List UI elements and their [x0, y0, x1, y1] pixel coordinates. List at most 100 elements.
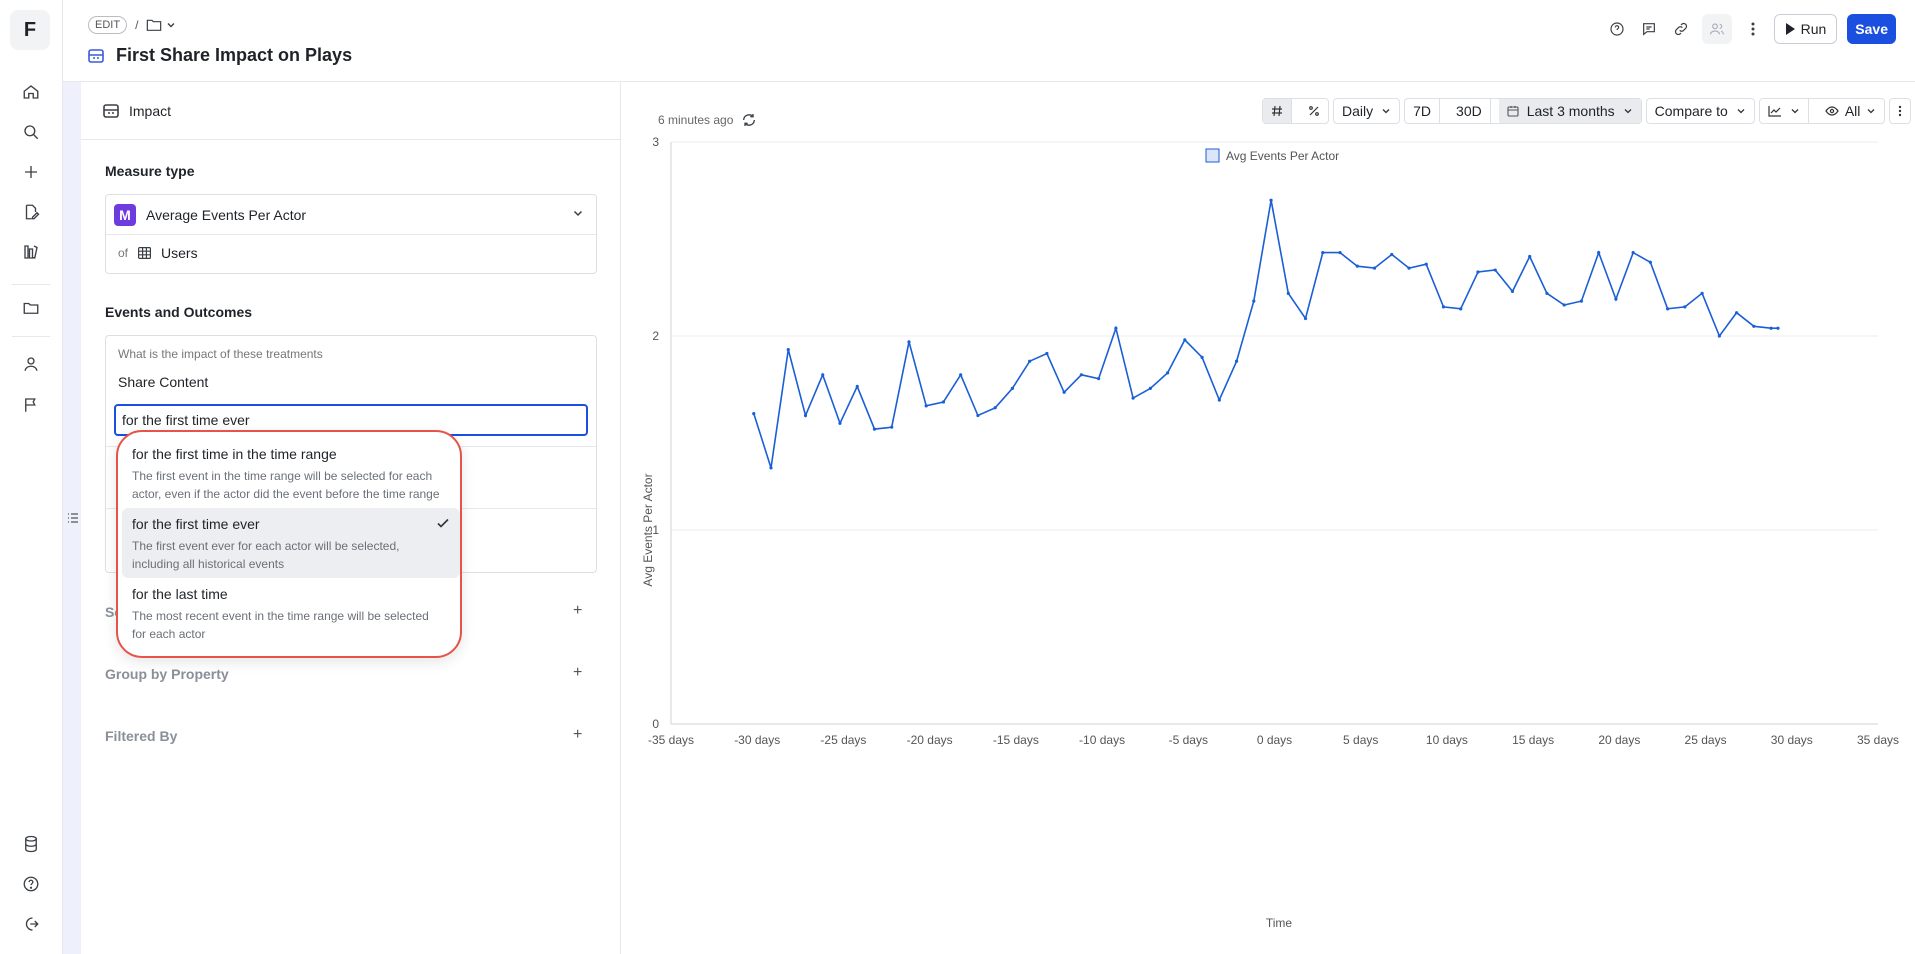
outline-toggle-icon[interactable]: [67, 512, 79, 527]
chart-view-group: All: [1758, 98, 1886, 124]
help-icon[interactable]: [1606, 18, 1628, 40]
chevron-down-icon: [1867, 109, 1875, 114]
user-icon[interactable]: [19, 352, 43, 376]
series-visibility-select[interactable]: All: [1817, 99, 1885, 123]
option-description: The most recent event in the time range …: [132, 609, 429, 641]
compare-select[interactable]: Compare to: [1645, 98, 1755, 124]
comment-icon[interactable]: [1638, 18, 1660, 40]
group-by-label: Group by Property: [105, 666, 229, 682]
chart-more-menu[interactable]: [1889, 98, 1912, 124]
data-point: [1666, 307, 1670, 311]
chevron-down-icon: [573, 210, 583, 217]
run-button[interactable]: Run: [1773, 14, 1838, 44]
data-point: [1252, 299, 1256, 303]
edit-badge[interactable]: EDIT: [88, 16, 128, 34]
run-button-label: Run: [1800, 21, 1827, 37]
event-name[interactable]: Share Content: [118, 374, 209, 390]
data-point: [1338, 250, 1342, 255]
percent-format-button[interactable]: [1300, 99, 1328, 123]
series-visibility-value: All: [1844, 103, 1861, 119]
legend-label: Avg Events Per Actor: [1226, 149, 1339, 163]
add-filter-button[interactable]: +: [573, 726, 583, 743]
flag-icon[interactable]: [19, 393, 43, 417]
collaborators-icon[interactable]: [1701, 14, 1732, 44]
date-range-select[interactable]: Last 3 months: [1498, 99, 1641, 123]
data-point: [941, 400, 946, 404]
data-point: [1700, 291, 1704, 295]
data-point: [803, 413, 808, 418]
search-icon[interactable]: [19, 120, 43, 144]
x-tick-label: -20 days: [907, 733, 953, 747]
data-point: [1683, 305, 1687, 309]
number-format-button[interactable]: [1263, 99, 1292, 123]
folder-picker[interactable]: [146, 18, 176, 32]
filtered-by-label: Filtered By: [105, 728, 178, 744]
hash-icon: [1272, 105, 1282, 117]
range-7d-button[interactable]: 7D: [1405, 99, 1441, 123]
data-point: [1769, 326, 1773, 330]
eye-icon: [1825, 106, 1839, 116]
more-menu-icon[interactable]: [1742, 18, 1764, 40]
library-icon[interactable]: [19, 240, 43, 264]
x-tick-label: 30 days: [1771, 733, 1813, 747]
x-axis: -35 days -30 days -25 days -20 days -15 days…: [648, 723, 1899, 747]
folder-icon[interactable]: [19, 296, 43, 320]
data-point: [959, 373, 963, 377]
granularity-select[interactable]: Daily: [1333, 98, 1401, 124]
dropdown-option-first-in-range[interactable]: for the first time in the time range The…: [122, 438, 460, 508]
app-logo[interactable]: F: [10, 10, 50, 50]
chevron-down-icon: [167, 23, 175, 28]
add-segment-button[interactable]: +: [573, 602, 583, 619]
percent-icon: [1309, 106, 1319, 116]
page-title-row: First Share Impact on Plays: [88, 45, 352, 66]
option-title: for the last time: [132, 586, 228, 602]
data-point: [1441, 305, 1446, 309]
plus-icon[interactable]: [19, 160, 43, 184]
x-tick-label: -10 days: [1079, 733, 1125, 747]
database-icon[interactable]: [19, 832, 43, 856]
data-point: [1528, 254, 1532, 259]
line-chart[interactable]: Avg Events Per Actor 0 1 2 3 -35 days -30 da…: [622, 82, 1915, 954]
x-axis-label: Time: [1266, 916, 1293, 930]
help-icon[interactable]: [19, 872, 43, 896]
data-point: [924, 404, 928, 408]
data-point: [1752, 324, 1756, 328]
measure-type-select[interactable]: M Average Events Per Actor: [106, 195, 596, 235]
refresh-icon[interactable]: [741, 112, 757, 128]
nav-divider: [12, 336, 50, 337]
page-title[interactable]: First Share Impact on Plays: [116, 45, 353, 65]
dropdown-option-last-time[interactable]: for the last time The most recent event …: [122, 578, 460, 648]
data-point: [1459, 307, 1463, 311]
logout-icon[interactable]: [19, 912, 43, 936]
granularity-value: Daily: [1342, 103, 1374, 119]
data-point: [1234, 359, 1239, 363]
option-title: for the first time in the time range: [132, 446, 337, 462]
range-30d-button[interactable]: 30D: [1448, 99, 1491, 123]
data-point: [769, 466, 773, 470]
add-group-by-button[interactable]: +: [573, 664, 583, 681]
edit-document-icon[interactable]: [19, 200, 43, 224]
x-tick-label: -15 days: [993, 733, 1039, 747]
data-point: [752, 412, 756, 416]
x-tick-label: 0 days: [1257, 733, 1292, 747]
x-tick-label: 5 days: [1343, 733, 1378, 747]
actor-row[interactable]: of Users: [118, 245, 198, 261]
data-point: [1217, 398, 1221, 402]
chart-type-select[interactable]: [1760, 99, 1809, 123]
dropdown-option-first-ever[interactable]: for the first time ever The first event …: [122, 508, 460, 578]
chart-grid: [671, 141, 1878, 725]
nav-rail: F: [0, 0, 63, 954]
measure-type-label: Measure type: [105, 163, 195, 179]
compare-value: Compare to: [1654, 103, 1728, 119]
data-point: [1079, 373, 1083, 377]
data-point: [1321, 250, 1325, 255]
chart-legend[interactable]: Avg Events Per Actor: [1205, 148, 1339, 163]
save-button[interactable]: Save: [1847, 14, 1896, 44]
link-icon[interactable]: [1670, 18, 1692, 40]
data-point: [1579, 299, 1584, 303]
data-point: [1424, 262, 1428, 266]
home-icon[interactable]: [19, 80, 43, 104]
data-point: [1545, 291, 1549, 295]
line-chart-icon: [1768, 106, 1781, 117]
